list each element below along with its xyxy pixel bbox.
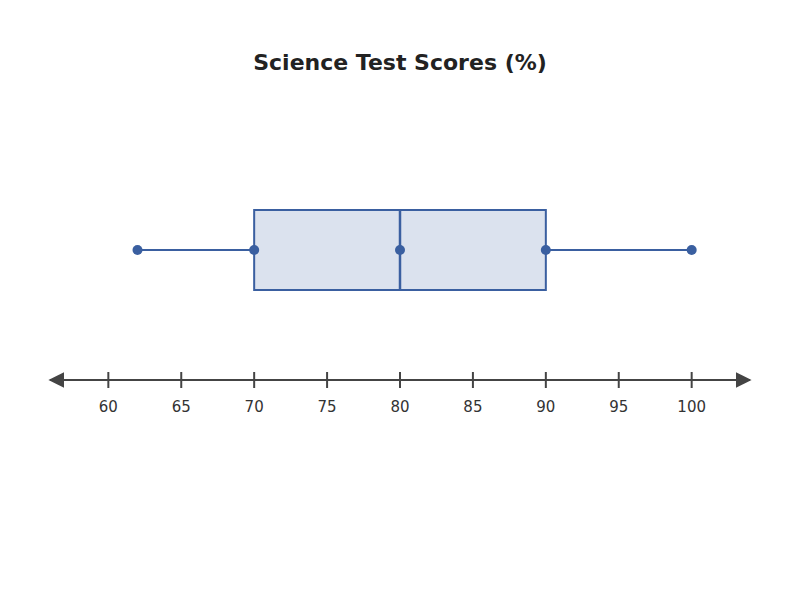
tick-label: 75 [318, 398, 337, 416]
dot [541, 245, 551, 255]
tick-label: 70 [245, 398, 264, 416]
tick-label: 60 [99, 398, 118, 416]
whisker [546, 249, 692, 251]
tick [691, 372, 693, 388]
tick [326, 372, 328, 388]
tick [253, 372, 255, 388]
tick [180, 372, 182, 388]
dot [687, 245, 697, 255]
tick [107, 372, 109, 388]
dot [249, 245, 259, 255]
title: Science Test Scores (%) [253, 50, 547, 75]
dot [133, 245, 143, 255]
tick [545, 372, 547, 388]
tick [399, 372, 401, 388]
tick-label: 100 [677, 398, 706, 416]
box [254, 210, 546, 290]
chart-container: Science Test Scores (%) 60 65 70 75 80 85 90 95 1… [0, 0, 800, 600]
tick-label: 65 [172, 398, 191, 416]
tick-label: 95 [609, 398, 628, 416]
marks [133, 210, 697, 290]
dot [395, 245, 405, 255]
tick [618, 372, 620, 388]
tick-label: 85 [463, 398, 482, 416]
chart: Science Test Scores (%) 60 65 70 75 80 85 90 95 1… [0, 0, 800, 600]
tick-label: 80 [390, 398, 409, 416]
whisker [138, 249, 255, 251]
tick [472, 372, 474, 388]
tick-label: 90 [536, 398, 555, 416]
